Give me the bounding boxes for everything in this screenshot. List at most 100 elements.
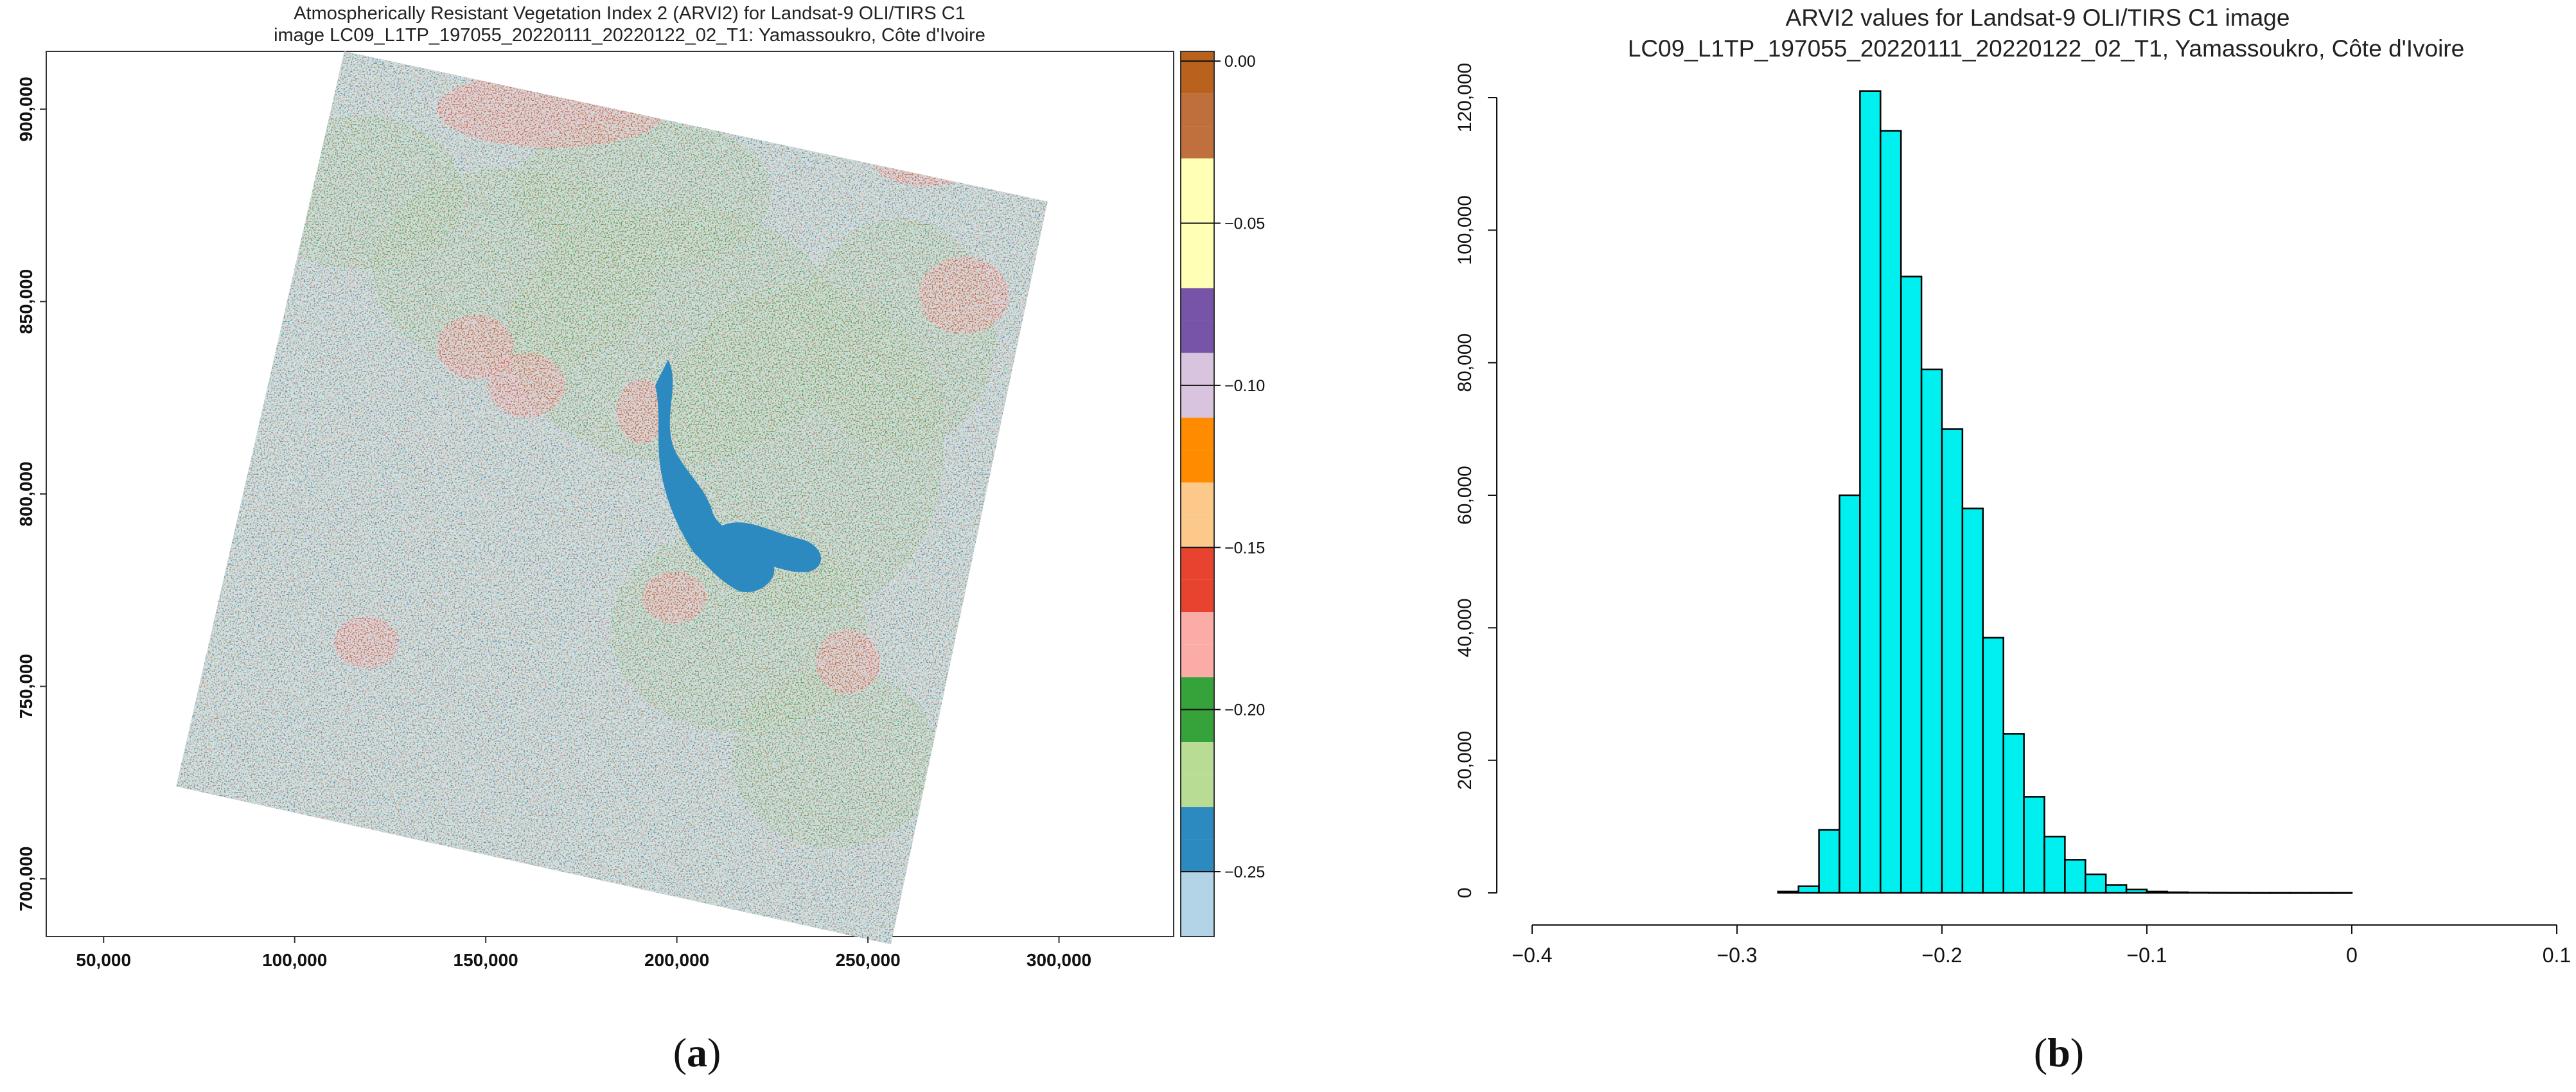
histogram-bar: [2002, 733, 2025, 894]
panel-b-title-line2: LC09_L1TP_197055_20220111_20220122_02_T1…: [1628, 35, 2464, 62]
panel-a-title-line1: Atmospherically Resistant Vegetation Ind…: [294, 3, 966, 24]
histogram-x-tick-label: 0: [2346, 944, 2358, 967]
legend-class-swatch: [1181, 61, 1214, 94]
panel-a-title-line2: image LC09_L1TP_197055_20220111_20220122…: [274, 25, 985, 46]
panel-a-label-open: (: [673, 1030, 687, 1075]
legend-class-swatch: [1181, 579, 1214, 613]
map-x-axis: 50,000 100,000 150,000 200,000 250,000 300,00…: [76, 937, 1091, 970]
histogram-bar: [2207, 892, 2230, 894]
legend-class-swatch: [1181, 482, 1214, 515]
histogram-bar: [1859, 90, 1882, 894]
raster-footprint: [176, 51, 1048, 944]
histogram-bar: [1941, 428, 1964, 894]
map-x-tick-label: 200,000: [644, 950, 709, 970]
histogram-bars: [1777, 90, 2353, 894]
panel-a-label-letter: a: [687, 1030, 707, 1075]
legend-class-swatch: [1181, 450, 1214, 483]
map-x-tick-label: 250,000: [835, 950, 900, 970]
legend-class-swatch: [1181, 385, 1214, 418]
histogram-bar: [2104, 884, 2128, 894]
legend-class-swatch: [1181, 288, 1214, 321]
histogram-bar: [1982, 637, 2004, 894]
panel-a: Atmospherically Resistant Vegetation Ind…: [16, 3, 1265, 1075]
legend-class-swatch: [1181, 223, 1214, 256]
histogram-bar: [1797, 885, 1820, 894]
legend-frame: [1180, 51, 1215, 937]
legend-class-swatch: [1181, 677, 1214, 710]
histogram-bar: [1880, 130, 1902, 894]
histogram-bar: [2023, 796, 2045, 894]
histogram-x-tick-label: −0.4: [1512, 944, 1552, 967]
legend-class-swatch: [1181, 807, 1214, 840]
map-y-tick-label: 850,000: [16, 269, 36, 334]
legend-class-swatch: [1181, 515, 1214, 548]
histogram-y-tick-label: 0: [1454, 888, 1476, 899]
panel-b-label-open: (: [2034, 1030, 2047, 1075]
legend-class-swatch: [1181, 126, 1214, 159]
raster-sky-texture: [176, 51, 1048, 944]
lake-water-body: [655, 360, 775, 592]
panel-a-label: (a): [673, 1030, 721, 1075]
panel-b-label: (b): [2034, 1030, 2084, 1075]
legend-class-swatch: [1181, 709, 1214, 743]
panel-b-label-close: ): [2070, 1030, 2084, 1075]
histogram-bar: [1920, 368, 1943, 894]
legend-tick-label: −0.15: [1224, 539, 1265, 557]
histogram-bar: [2330, 892, 2353, 894]
histogram-bar: [2064, 859, 2086, 894]
legend-class-swatch: [1181, 51, 1214, 62]
panel-a-label-close: ): [707, 1030, 721, 1075]
histogram-x-tick-label: 0.1: [2543, 944, 2571, 967]
legend-tick-label: −0.20: [1224, 701, 1265, 719]
legend-class-swatch: [1181, 839, 1214, 872]
legend-class-swatch: [1181, 742, 1214, 775]
histogram-bar: [2043, 836, 2066, 894]
map-x-tick-label: 150,000: [454, 950, 518, 970]
histogram-x-axis: −0.4 −0.3 −0.2 −0.1 0 0.1: [1512, 924, 2571, 967]
histogram-bar: [2309, 892, 2333, 894]
legend-class-swatch: [1181, 904, 1214, 937]
histogram-bar: [2248, 892, 2271, 894]
histogram-bar: [2228, 892, 2250, 894]
legend-class-swatch: [1181, 93, 1214, 127]
legend-class-swatch: [1181, 418, 1214, 450]
legend-tick-label: −0.25: [1224, 863, 1265, 881]
histogram-y-tick-label: 80,000: [1454, 333, 1476, 392]
histogram-bar: [1777, 890, 1799, 894]
map-y-tick-label: 900,000: [16, 76, 36, 141]
panel-b-label-letter: b: [2047, 1030, 2070, 1075]
panel-b-title-line1: ARVI2 values for Landsat-9 OLI/TIRS C1 i…: [1786, 4, 2290, 31]
histogram-bar: [1839, 494, 1861, 894]
histogram-bar: [1900, 276, 1923, 894]
lake-water-arm: [719, 522, 822, 572]
map-y-tick-label: 800,000: [16, 461, 36, 526]
histogram-bar: [1961, 507, 1984, 894]
histogram-y-tick-label: 120,000: [1454, 63, 1476, 132]
histogram-y-tick-label: 20,000: [1454, 731, 1476, 790]
histogram-bar: [2085, 873, 2107, 894]
legend-class-swatch: [1181, 774, 1214, 807]
histogram-x-tick-label: −0.1: [2126, 944, 2167, 967]
histogram-bar: [2269, 892, 2291, 894]
legend-class-swatch: [1181, 872, 1214, 904]
map-y-axis: 700,000 750,000 800,000 850,000 900,000: [16, 76, 46, 911]
legend-tick-label: −0.05: [1224, 215, 1265, 233]
map-y-tick-label: 750,000: [16, 654, 36, 719]
legend-class-swatch: [1181, 612, 1214, 645]
histogram-y-tick-label: 100,000: [1454, 195, 1476, 265]
legend-class-swatch: [1181, 158, 1214, 191]
map-y-tick-label: 700,000: [16, 847, 36, 911]
colour-legend: 0.00 −0.05 −0.10 −0.15 −0.20 −0.25: [1180, 51, 1265, 937]
legend-class-swatch: [1181, 191, 1214, 224]
histogram-x-tick-label: −0.3: [1716, 944, 1757, 967]
histogram-x-tick-label: −0.2: [1921, 944, 1962, 967]
histogram-y-axis: 0 20,000 40,000 60,000 80,000 100,000 120,000: [1454, 63, 1497, 899]
histogram-bar: [1818, 829, 1840, 894]
panel-b: ARVI2 values for Landsat-9 OLI/TIRS C1 i…: [1454, 4, 2571, 1075]
map-x-tick-label: 100,000: [262, 950, 327, 970]
legend-class-swatch: [1181, 256, 1214, 288]
legend-class-swatch: [1181, 547, 1214, 580]
legend-tick-label: −0.10: [1224, 377, 1265, 395]
map-x-tick-label: 50,000: [76, 950, 131, 970]
